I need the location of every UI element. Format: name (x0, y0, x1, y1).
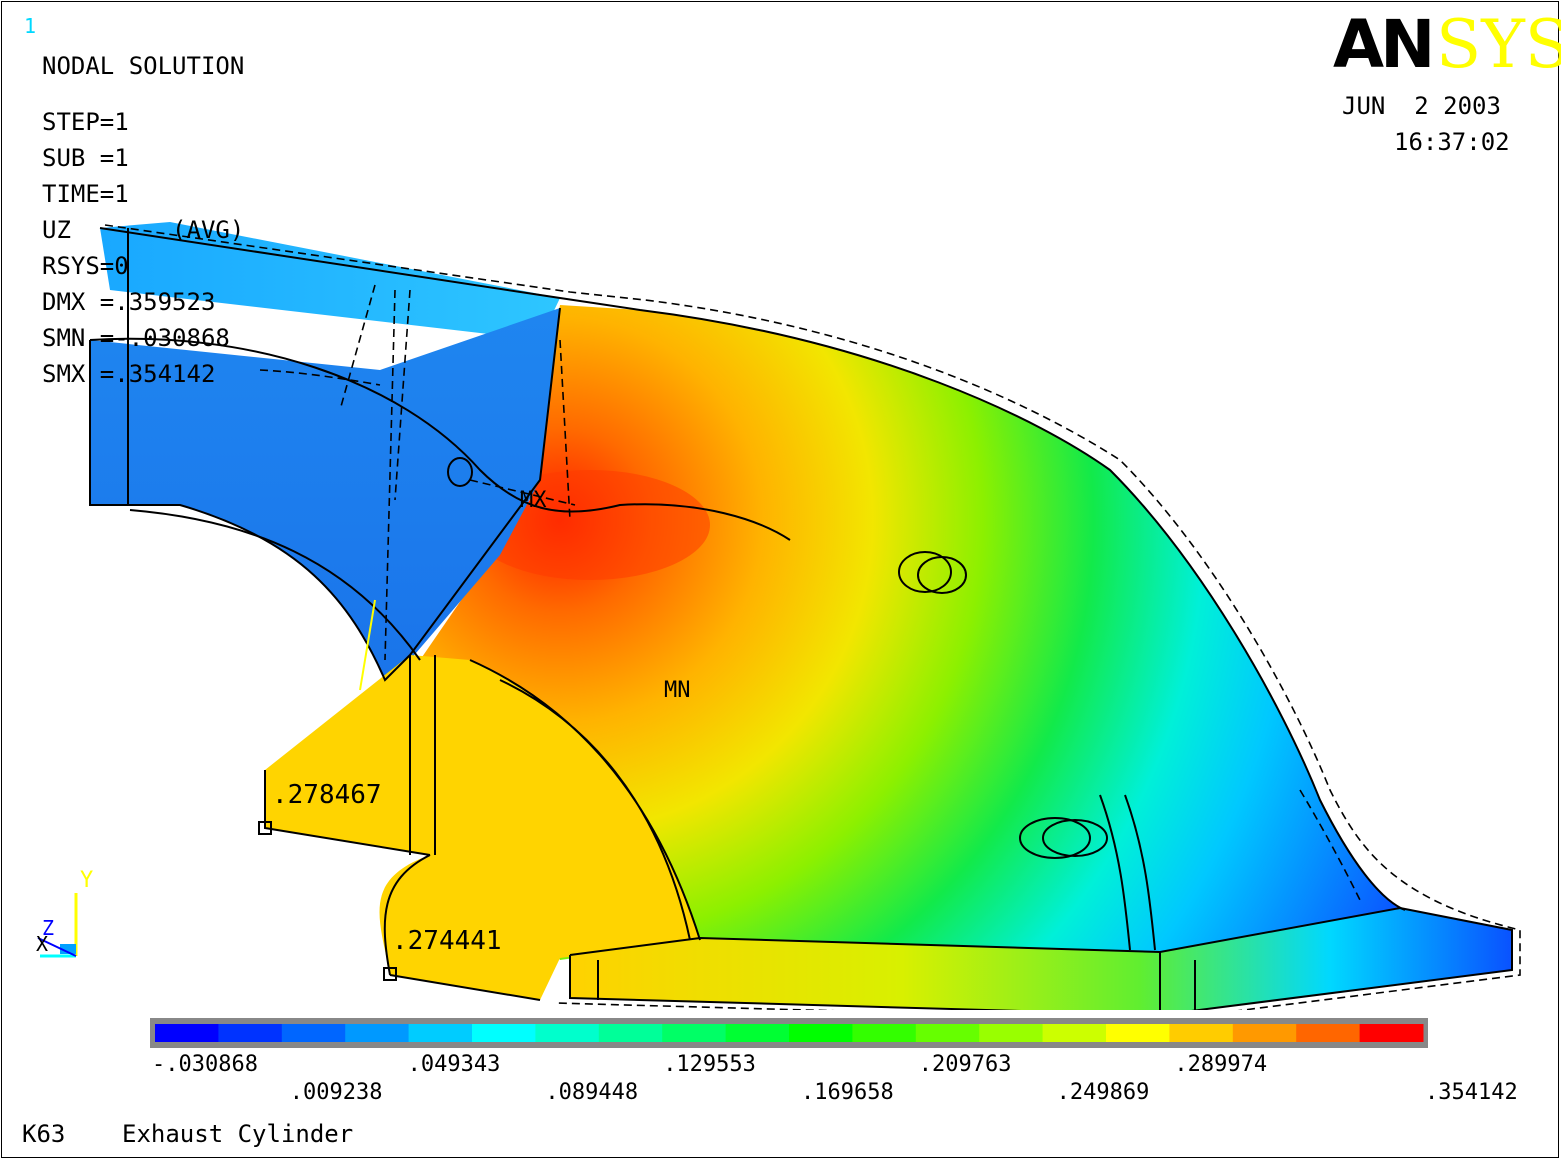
rsys-label: RSYS=0 (42, 252, 129, 280)
body-surface (420, 305, 1405, 960)
contour-model (89, 222, 1521, 1010)
legend-band-13 (915, 1024, 980, 1042)
legend-color-bar (150, 1018, 1428, 1048)
time-label: TIME=1 (42, 180, 129, 208)
legend-band-5 (408, 1024, 473, 1042)
max-marker: MX (520, 488, 547, 513)
model-title: Exhaust Cylinder (122, 1120, 354, 1148)
base-plate (570, 908, 1512, 1010)
legend-label-upper-1: -.030868 (152, 1052, 258, 1077)
legend-band-9 (662, 1024, 727, 1042)
smn-label: SMN =-.030868 (42, 324, 230, 352)
legend-band-4 (345, 1024, 410, 1042)
min-marker: MN (664, 678, 691, 703)
lower-block (265, 655, 700, 1000)
legend-label-upper-5: .289974 (1174, 1052, 1268, 1077)
ansys-logo-bold: AN (1333, 6, 1435, 83)
top-plate (100, 222, 560, 340)
legend-band-14 (979, 1024, 1044, 1042)
legend-label-lower-3: .169658 (801, 1080, 894, 1105)
step-label: STEP=1 (42, 108, 129, 136)
legend-band-11 (789, 1024, 853, 1042)
dmx-label: DMX =.359523 (42, 288, 216, 316)
legend-band-20 (1359, 1024, 1424, 1042)
legend-band-7 (535, 1024, 600, 1042)
triad-y-label: Y (80, 868, 94, 893)
window-number: 1 (24, 14, 37, 38)
date-label: JUN 2 2003 (1342, 92, 1501, 120)
legend-band-15 (1042, 1024, 1107, 1042)
legend-band-2 (218, 1024, 283, 1042)
legend-band-16 (1106, 1024, 1170, 1042)
legend-band-1 (155, 1024, 219, 1042)
smx-label: SMX =.354142 (42, 360, 216, 388)
legend-band-19 (1296, 1024, 1361, 1042)
legend-band-3 (281, 1024, 346, 1042)
left-flange (90, 308, 560, 680)
legend-label-lower-1: .009238 (289, 1080, 383, 1105)
triad-x-label: X (36, 932, 49, 956)
time-of-day-label: 16:37:02 (1394, 128, 1510, 156)
legend-band-18 (1232, 1024, 1297, 1042)
legend-band-10 (725, 1024, 790, 1042)
legend-label-lower-5: .354142 (1425, 1080, 1518, 1105)
probe-value-a: .278467 (272, 780, 382, 810)
triad-z-label: Z (42, 916, 55, 940)
sub-label: SUB =1 (42, 144, 129, 172)
probe-value-b: .274441 (392, 926, 502, 956)
legend-band-17 (1169, 1024, 1234, 1042)
result-item-label: UZ (AVG) (42, 216, 245, 244)
legend-label-upper-4: .209763 (918, 1052, 1012, 1077)
plot-title: NODAL SOLUTION (42, 52, 245, 80)
coordinate-triad-icon (37, 893, 78, 958)
legend-label-lower-4: .249869 (1056, 1080, 1150, 1105)
legend-label-upper-3: .129553 (663, 1052, 756, 1077)
ansys-logo-light: SYS (1436, 6, 1561, 83)
legend-band-8 (598, 1024, 663, 1042)
legend-band-6 (472, 1024, 536, 1042)
legend-band-12 (852, 1024, 917, 1042)
model-id: K63 (22, 1120, 66, 1148)
legend-label-lower-2: .089448 (545, 1080, 639, 1105)
legend-label-upper-2: .049343 (407, 1052, 501, 1077)
